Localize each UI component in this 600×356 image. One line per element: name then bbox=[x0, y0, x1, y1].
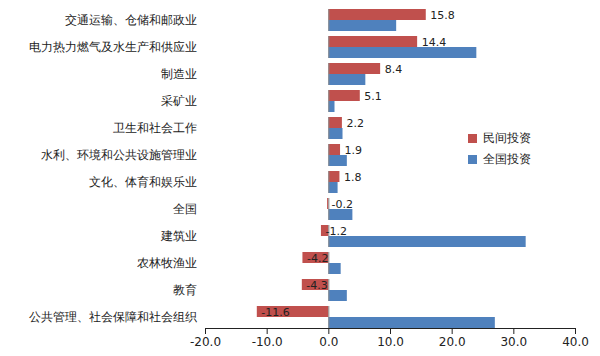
svg-text:20.0: 20.0 bbox=[439, 335, 466, 349]
svg-text:-4.3: -4.3 bbox=[306, 279, 327, 292]
html-text:民间投资: 民间投资 bbox=[483, 131, 531, 145]
svg-text:40.0: 40.0 bbox=[562, 335, 589, 349]
svg-text:采矿业: 采矿业 bbox=[161, 94, 197, 108]
svg-text:1.8: 1.8 bbox=[344, 171, 362, 184]
svg-text:制造业: 制造业 bbox=[161, 67, 197, 81]
svg-text:全国: 全国 bbox=[173, 202, 197, 216]
svg-text:文化、体育和娱乐业: 文化、体育和娱乐业 bbox=[89, 175, 197, 189]
svg-text:8.4: 8.4 bbox=[385, 63, 403, 76]
svg-text:-1.2: -1.2 bbox=[325, 225, 346, 238]
html-text:全国投资: 全国投资 bbox=[483, 152, 531, 166]
svg-text:10.0: 10.0 bbox=[377, 335, 404, 349]
svg-text:5.1: 5.1 bbox=[364, 90, 382, 103]
svg-text:-11.6: -11.6 bbox=[261, 306, 289, 319]
svg-text:15.8: 15.8 bbox=[430, 9, 455, 22]
svg-text:电力热力燃气及水生产和供应业: 电力热力燃气及水生产和供应业 bbox=[29, 40, 197, 54]
svg-text:建筑业: 建筑业 bbox=[160, 229, 197, 243]
svg-text:-10.0: -10.0 bbox=[252, 335, 283, 349]
svg-text:农林牧渔业: 农林牧渔业 bbox=[137, 256, 197, 270]
svg-text:0.0: 0.0 bbox=[319, 335, 338, 349]
svg-text:1.9: 1.9 bbox=[345, 144, 363, 157]
svg-text:教育: 教育 bbox=[173, 283, 197, 297]
svg-text:-20.0: -20.0 bbox=[190, 335, 221, 349]
svg-text:14.4: 14.4 bbox=[422, 36, 447, 49]
svg-text:公共管理、社会保障和社会组织: 公共管理、社会保障和社会组织 bbox=[29, 310, 197, 324]
svg-text:水利、环境和公共设施管理业: 水利、环境和公共设施管理业 bbox=[41, 148, 197, 162]
svg-text:-4.2: -4.2 bbox=[307, 252, 328, 265]
svg-text:2.2: 2.2 bbox=[346, 117, 364, 130]
svg-text:交通运输、仓储和邮政业: 交通运输、仓储和邮政业 bbox=[65, 13, 197, 27]
svg-text:卫生和社会工作: 卫生和社会工作 bbox=[113, 121, 197, 135]
svg-text:-0.2: -0.2 bbox=[332, 198, 353, 211]
svg-text:30.0: 30.0 bbox=[500, 335, 527, 349]
